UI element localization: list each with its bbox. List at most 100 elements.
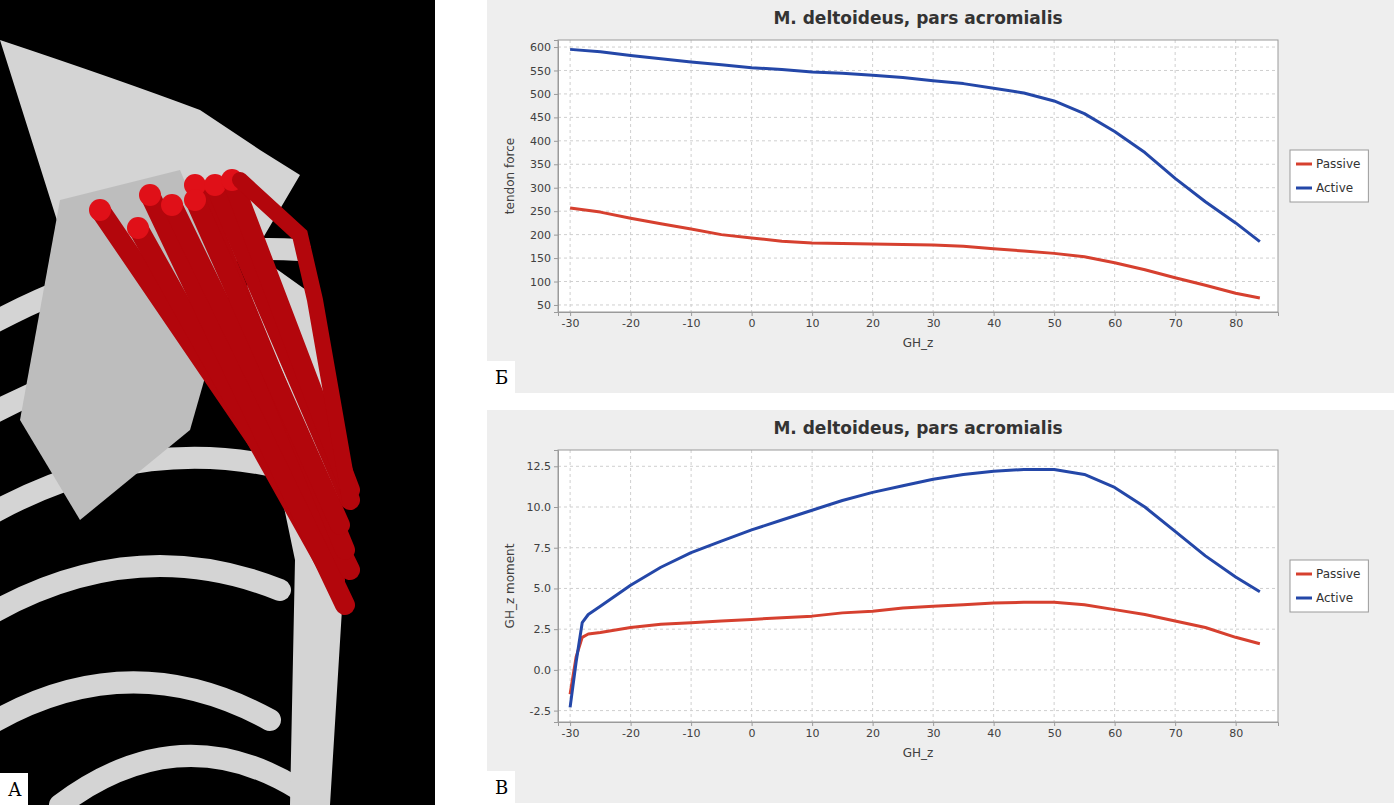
tick: 0	[749, 722, 756, 740]
tick: -10	[683, 312, 701, 330]
tick-label: -30	[562, 727, 580, 740]
tick-label: -10	[683, 317, 701, 330]
grid-line-y	[558, 164, 1278, 165]
tick-label: 2.5	[534, 623, 552, 636]
legend: Passive Active	[1290, 150, 1368, 202]
tick-mark	[554, 47, 558, 48]
tick: 12.5	[527, 460, 559, 473]
tick-mark	[570, 722, 571, 726]
tick: 60	[1108, 312, 1122, 330]
tick-label: 250	[530, 205, 551, 218]
tick-mark	[570, 312, 571, 316]
tick-label: 20	[866, 317, 880, 330]
grid-line-x	[993, 450, 994, 722]
grid-line-x	[933, 450, 934, 722]
legend-swatch	[1296, 573, 1312, 576]
grid-line-x	[1175, 40, 1176, 312]
grid-line-y	[558, 187, 1278, 188]
axis-line	[554, 451, 559, 723]
plot-area	[558, 450, 1278, 722]
grid-line-y	[558, 588, 1278, 589]
tick-mark	[554, 70, 558, 71]
grid-line-x	[1114, 450, 1115, 722]
grid-line-y	[558, 710, 1278, 711]
axis-line	[559, 723, 1279, 727]
tick: 10	[806, 722, 820, 740]
legend-swatch	[1296, 163, 1312, 166]
tick-label: 20	[866, 727, 880, 740]
plot-area	[558, 40, 1278, 312]
tick-mark	[994, 722, 995, 726]
tick-mark	[1236, 722, 1237, 726]
tick: 7.5	[534, 542, 559, 555]
legend-label: Active	[1316, 591, 1353, 605]
grid-line-x	[872, 40, 873, 312]
tick-label: 50	[1048, 317, 1062, 330]
x-axis-title: GH_z	[903, 336, 934, 350]
chart-title: M. deltoideus, pars acromialis	[773, 8, 1062, 28]
legend-label: Active	[1316, 181, 1353, 195]
panel-label-box	[0, 773, 28, 805]
tick: 80	[1229, 312, 1243, 330]
x-axis-title: GH_z	[903, 746, 934, 760]
tick-mark	[554, 588, 558, 589]
tick: -10	[683, 722, 701, 740]
tick-label: 0.0	[534, 664, 552, 677]
tick-label: 70	[1169, 727, 1183, 740]
legend-box	[1290, 150, 1368, 202]
tick-mark	[812, 312, 813, 316]
rib	[0, 682, 270, 730]
muscle-end	[127, 217, 149, 239]
tick-mark	[873, 722, 874, 726]
tick-mark	[752, 312, 753, 316]
tick-mark	[1175, 722, 1176, 726]
tick: 50	[1048, 312, 1062, 330]
grid-line-x	[1175, 450, 1176, 722]
tick-mark	[691, 722, 692, 726]
tick-mark	[933, 312, 934, 316]
legend-box	[1290, 560, 1368, 612]
y-axis: -2.50.02.55.07.510.012.5	[527, 451, 559, 723]
rib	[0, 566, 280, 620]
muscle-strand	[240, 180, 350, 500]
tick-label: 60	[1108, 317, 1122, 330]
grid-line-x	[751, 40, 752, 312]
legend-label: Passive	[1316, 567, 1360, 581]
tick: 60	[1108, 722, 1122, 740]
tick: 0.0	[534, 664, 559, 677]
grid-line-x	[751, 450, 752, 722]
tick-mark	[554, 258, 558, 259]
panel-label-box	[487, 771, 515, 803]
tick: 150	[530, 252, 558, 265]
tick-label: 40	[987, 317, 1001, 330]
muscle-end	[184, 189, 206, 211]
grid-line-x	[1235, 40, 1236, 312]
series-lines	[570, 470, 1260, 708]
tick-label: 40	[987, 727, 1001, 740]
legend-label: Passive	[1316, 157, 1360, 171]
grid-line-x	[570, 450, 571, 722]
tick-mark	[554, 548, 558, 549]
grid-line-x	[1235, 450, 1236, 722]
series-lines	[570, 49, 1260, 298]
grid-line-y	[558, 547, 1278, 548]
chart-background	[487, 0, 1394, 393]
tick: -20	[622, 722, 640, 740]
tick-mark	[1236, 312, 1237, 316]
tick-mark	[554, 211, 558, 212]
tick-label: 500	[530, 88, 551, 101]
grid-line-y	[558, 258, 1278, 259]
tick-label: 200	[530, 229, 551, 242]
series-line	[570, 208, 1260, 298]
tick-mark	[554, 466, 558, 467]
tick-mark	[1175, 312, 1176, 316]
tick-mark	[554, 711, 558, 712]
grid-line-y	[558, 234, 1278, 235]
chart-panel: -30-20-100102030405060708050100150200250…	[487, 0, 1394, 393]
tick-label: 5.0	[534, 582, 552, 595]
panel-label: А	[8, 779, 22, 800]
y-axis-title: GH_z moment	[503, 543, 517, 628]
grid-line-x	[1054, 450, 1055, 722]
tick: 0	[749, 312, 756, 330]
grid-line-x	[691, 450, 692, 722]
